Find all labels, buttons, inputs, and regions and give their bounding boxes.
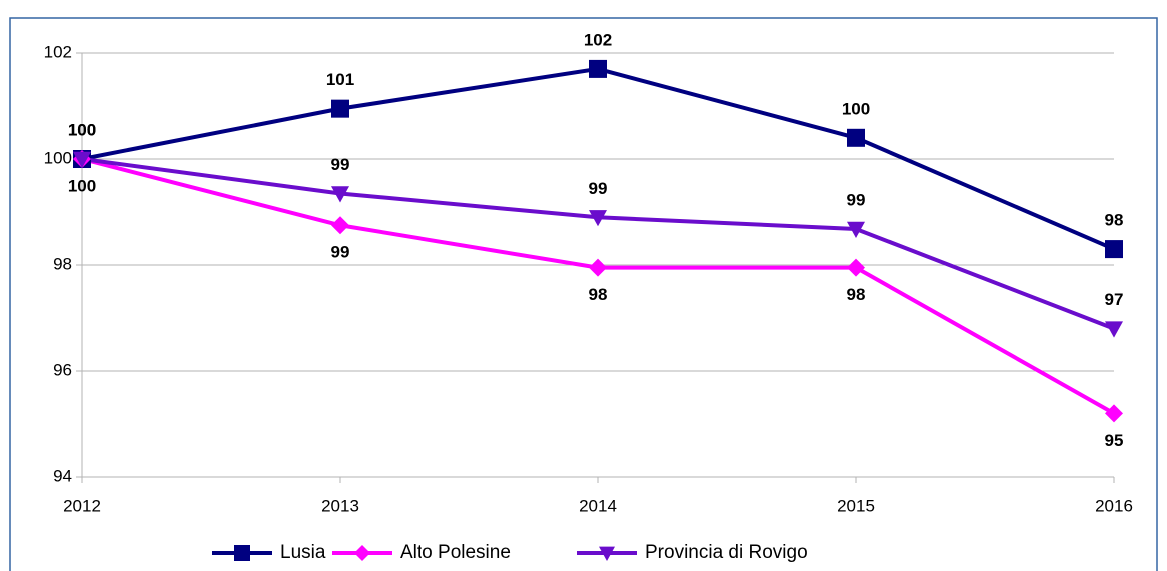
data-label: 98 (589, 285, 608, 304)
data-label: 99 (331, 155, 350, 174)
marker (589, 258, 607, 277)
data-label: 99 (589, 179, 608, 198)
data-label: 99 (847, 190, 866, 209)
marker (847, 221, 865, 238)
data-label: 100 (68, 120, 96, 139)
marker (73, 151, 91, 168)
y-tick-label: 102 (44, 42, 72, 61)
data-label: 98 (1105, 211, 1124, 230)
x-tick-label: 2015 (837, 496, 875, 515)
marker (1105, 404, 1123, 423)
chart-frame (9, 17, 1158, 571)
y-tick-label: 98 (53, 254, 72, 273)
y-tick-label: 94 (53, 466, 72, 485)
marker (589, 210, 607, 227)
legend-label: Lusia (280, 542, 326, 563)
marker (589, 59, 607, 78)
data-label: 100 (68, 120, 96, 139)
x-tick-label: 2012 (63, 496, 101, 515)
marker (1105, 240, 1123, 259)
y-tick-label: 100 (44, 148, 72, 167)
x-tick-label: 2016 (1095, 496, 1133, 515)
x-tick-label: 2014 (579, 496, 617, 515)
marker (331, 216, 349, 235)
data-label: 102 (584, 30, 612, 49)
data-label: 95 (1105, 431, 1124, 450)
data-label: 99 (331, 243, 350, 262)
data-label: 101 (326, 70, 354, 89)
legend-marker (599, 546, 615, 561)
data-label: 97 (1105, 290, 1124, 309)
data-label: 100 (68, 176, 96, 195)
marker (331, 99, 349, 118)
data-label: 100 (842, 99, 870, 118)
marker (331, 186, 349, 203)
legend-marker (354, 545, 370, 561)
marker (847, 128, 865, 147)
y-tick-label: 96 (53, 360, 72, 379)
x-tick-label: 2013 (321, 496, 359, 515)
marker (847, 258, 865, 277)
data-label: 98 (847, 285, 866, 304)
marker (1105, 321, 1123, 338)
legend-label: Provincia di Rovigo (645, 542, 808, 563)
legend-label: Alto Polesine (400, 542, 511, 563)
legend-marker (234, 545, 250, 561)
